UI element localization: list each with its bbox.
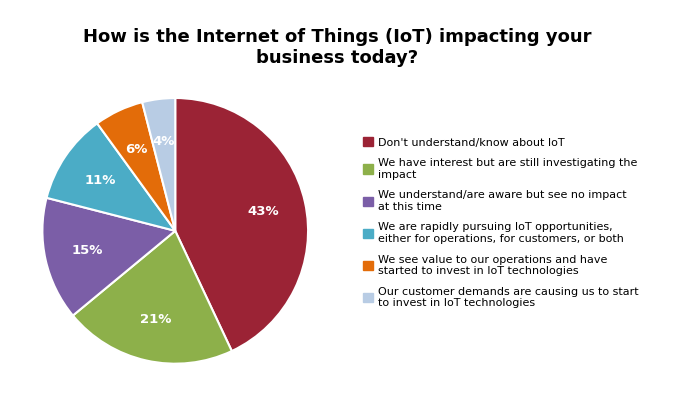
Text: How is the Internet of Things (IoT) impacting your
business today?: How is the Internet of Things (IoT) impa… <box>83 28 591 67</box>
Text: 4%: 4% <box>153 135 175 148</box>
Legend: Don't understand/know about IoT, We have interest but are still investigating th: Don't understand/know about IoT, We have… <box>363 137 639 308</box>
Wedge shape <box>97 102 175 231</box>
Wedge shape <box>47 124 175 231</box>
Text: 11%: 11% <box>85 174 116 187</box>
Wedge shape <box>142 98 175 231</box>
Text: 21%: 21% <box>140 313 171 326</box>
Text: 43%: 43% <box>247 205 279 217</box>
Text: 15%: 15% <box>71 244 102 257</box>
Text: 6%: 6% <box>125 143 148 156</box>
Wedge shape <box>42 198 175 315</box>
Wedge shape <box>73 231 232 364</box>
Wedge shape <box>175 98 308 351</box>
